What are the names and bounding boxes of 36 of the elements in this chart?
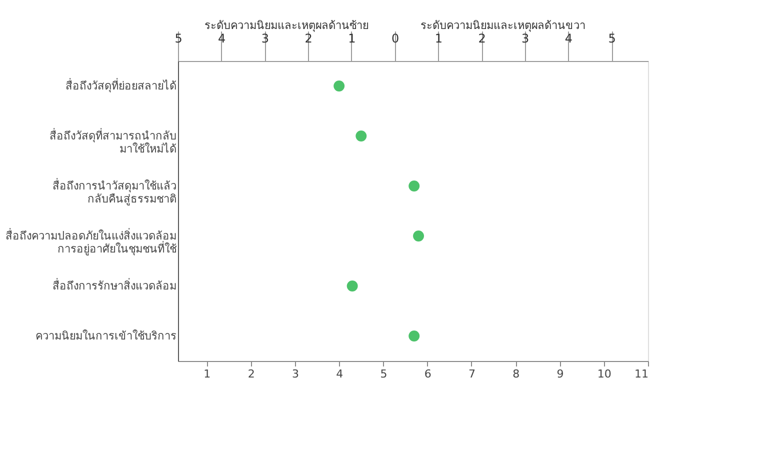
y-tick-label: สื่อถึงวัสดุที่สามารถนำกลับ มาใช้ใหม่ได้: [50, 128, 176, 156]
x2-tick-label: 1: [348, 32, 356, 46]
x2-tick-label: 3: [261, 32, 270, 46]
point: [413, 230, 424, 242]
y-tick-label: สื่อถึงการรักษาสิ่งแวดล้อม: [52, 278, 176, 292]
x2-tick-label: 3: [522, 32, 530, 46]
y-tick-label: สื่อถึงความปลอดภัยในแง่สิ่งแวดล้อม การอยู่อาศัยในชุมชนที่ใช้: [6, 228, 176, 256]
text: ระดับความนิยมและเหตุผลด้านขวา: [420, 19, 586, 32]
x-tick-label: 6: [424, 368, 432, 380]
x2-tick-label: 0: [391, 32, 400, 46]
x-tick-label: 1: [204, 368, 211, 380]
x-tick-label: 4: [336, 368, 344, 380]
x2-tick-label: 2: [478, 32, 486, 46]
point: [408, 180, 420, 192]
x-tick-label: 3: [292, 368, 299, 380]
x-tick-label: 8: [512, 368, 520, 380]
x2-tick-label: 4: [218, 32, 226, 46]
x-tick-label: 7: [468, 368, 476, 380]
point: [346, 280, 358, 292]
x2-tick-label: 1: [434, 32, 442, 46]
point: [408, 330, 420, 342]
y-tick-label: ความนิยมในการเข้าใช้บริการ: [36, 330, 176, 342]
point: [334, 80, 345, 92]
text: ระดับความนิยมและเหตุผลด้านซ้าย: [204, 19, 368, 32]
point: [356, 130, 367, 142]
y-tick-label: สื่อถึงวัสดุที่ย่อยสลายได้: [66, 78, 176, 92]
x2-tick-label: 2: [304, 32, 312, 46]
x-tick-label: 10: [597, 368, 612, 380]
x-tick-label: 5: [380, 368, 388, 380]
x-tick-label: 9: [556, 368, 564, 380]
x2-tick-label: 4: [564, 32, 573, 46]
x-tick-label: 11: [634, 368, 648, 380]
x2-tick-label: 5: [608, 32, 616, 46]
x-tick-label: 2: [248, 368, 255, 380]
y-tick-label: สื่อถึงการนำวัสดุมาใช้แล้ว กลับคืนสู่ธรรมชาติ: [52, 178, 176, 206]
x2-tick-label: 5: [174, 32, 182, 46]
